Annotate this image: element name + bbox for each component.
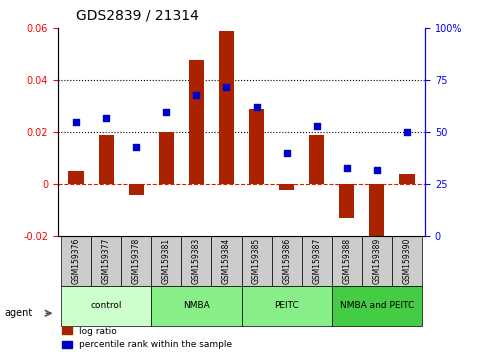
Text: GSM159386: GSM159386 bbox=[282, 238, 291, 284]
Bar bbox=[249, 109, 264, 184]
Text: PEITC: PEITC bbox=[274, 301, 299, 310]
Point bbox=[313, 123, 321, 129]
Text: control: control bbox=[90, 301, 122, 310]
Text: GDS2839 / 21314: GDS2839 / 21314 bbox=[76, 9, 199, 23]
Point bbox=[343, 165, 351, 171]
FancyBboxPatch shape bbox=[332, 236, 362, 286]
Bar bbox=[219, 31, 234, 184]
Point bbox=[162, 109, 170, 114]
Bar bbox=[279, 184, 294, 190]
FancyBboxPatch shape bbox=[91, 236, 121, 286]
Point bbox=[102, 115, 110, 121]
Bar bbox=[99, 135, 114, 184]
FancyBboxPatch shape bbox=[242, 236, 271, 286]
Bar bbox=[339, 184, 355, 218]
Text: GSM159377: GSM159377 bbox=[101, 238, 111, 284]
Point bbox=[403, 130, 411, 135]
Text: GSM159389: GSM159389 bbox=[372, 238, 382, 284]
FancyBboxPatch shape bbox=[242, 286, 332, 326]
Bar bbox=[369, 184, 384, 242]
FancyBboxPatch shape bbox=[151, 236, 181, 286]
FancyBboxPatch shape bbox=[212, 236, 242, 286]
Text: GSM159376: GSM159376 bbox=[71, 238, 81, 284]
FancyBboxPatch shape bbox=[121, 236, 151, 286]
Text: NMBA: NMBA bbox=[183, 301, 210, 310]
Text: GSM159388: GSM159388 bbox=[342, 238, 351, 284]
FancyBboxPatch shape bbox=[61, 236, 91, 286]
FancyBboxPatch shape bbox=[151, 286, 242, 326]
Text: NMBA and PEITC: NMBA and PEITC bbox=[340, 301, 414, 310]
Text: GSM159387: GSM159387 bbox=[312, 238, 321, 284]
Bar bbox=[128, 184, 144, 195]
Text: GSM159385: GSM159385 bbox=[252, 238, 261, 284]
Bar bbox=[189, 59, 204, 184]
Text: GSM159381: GSM159381 bbox=[162, 238, 171, 284]
Text: agent: agent bbox=[5, 308, 33, 318]
Text: GSM159383: GSM159383 bbox=[192, 238, 201, 284]
Text: GSM159384: GSM159384 bbox=[222, 238, 231, 284]
FancyBboxPatch shape bbox=[302, 236, 332, 286]
Point bbox=[223, 84, 230, 90]
Point bbox=[253, 104, 260, 110]
FancyBboxPatch shape bbox=[181, 236, 212, 286]
FancyBboxPatch shape bbox=[61, 286, 151, 326]
Text: GSM159390: GSM159390 bbox=[402, 238, 412, 284]
Bar bbox=[159, 132, 174, 184]
Bar bbox=[309, 135, 324, 184]
Point bbox=[72, 119, 80, 125]
Point bbox=[132, 144, 140, 150]
Point bbox=[373, 167, 381, 173]
FancyBboxPatch shape bbox=[332, 286, 422, 326]
Text: GSM159378: GSM159378 bbox=[132, 238, 141, 284]
Legend: log ratio, percentile rank within the sample: log ratio, percentile rank within the sa… bbox=[62, 327, 232, 349]
Point bbox=[283, 150, 290, 156]
FancyBboxPatch shape bbox=[392, 236, 422, 286]
Point bbox=[193, 92, 200, 98]
Bar bbox=[69, 171, 84, 184]
FancyBboxPatch shape bbox=[271, 236, 302, 286]
Bar bbox=[399, 174, 414, 184]
FancyBboxPatch shape bbox=[362, 236, 392, 286]
